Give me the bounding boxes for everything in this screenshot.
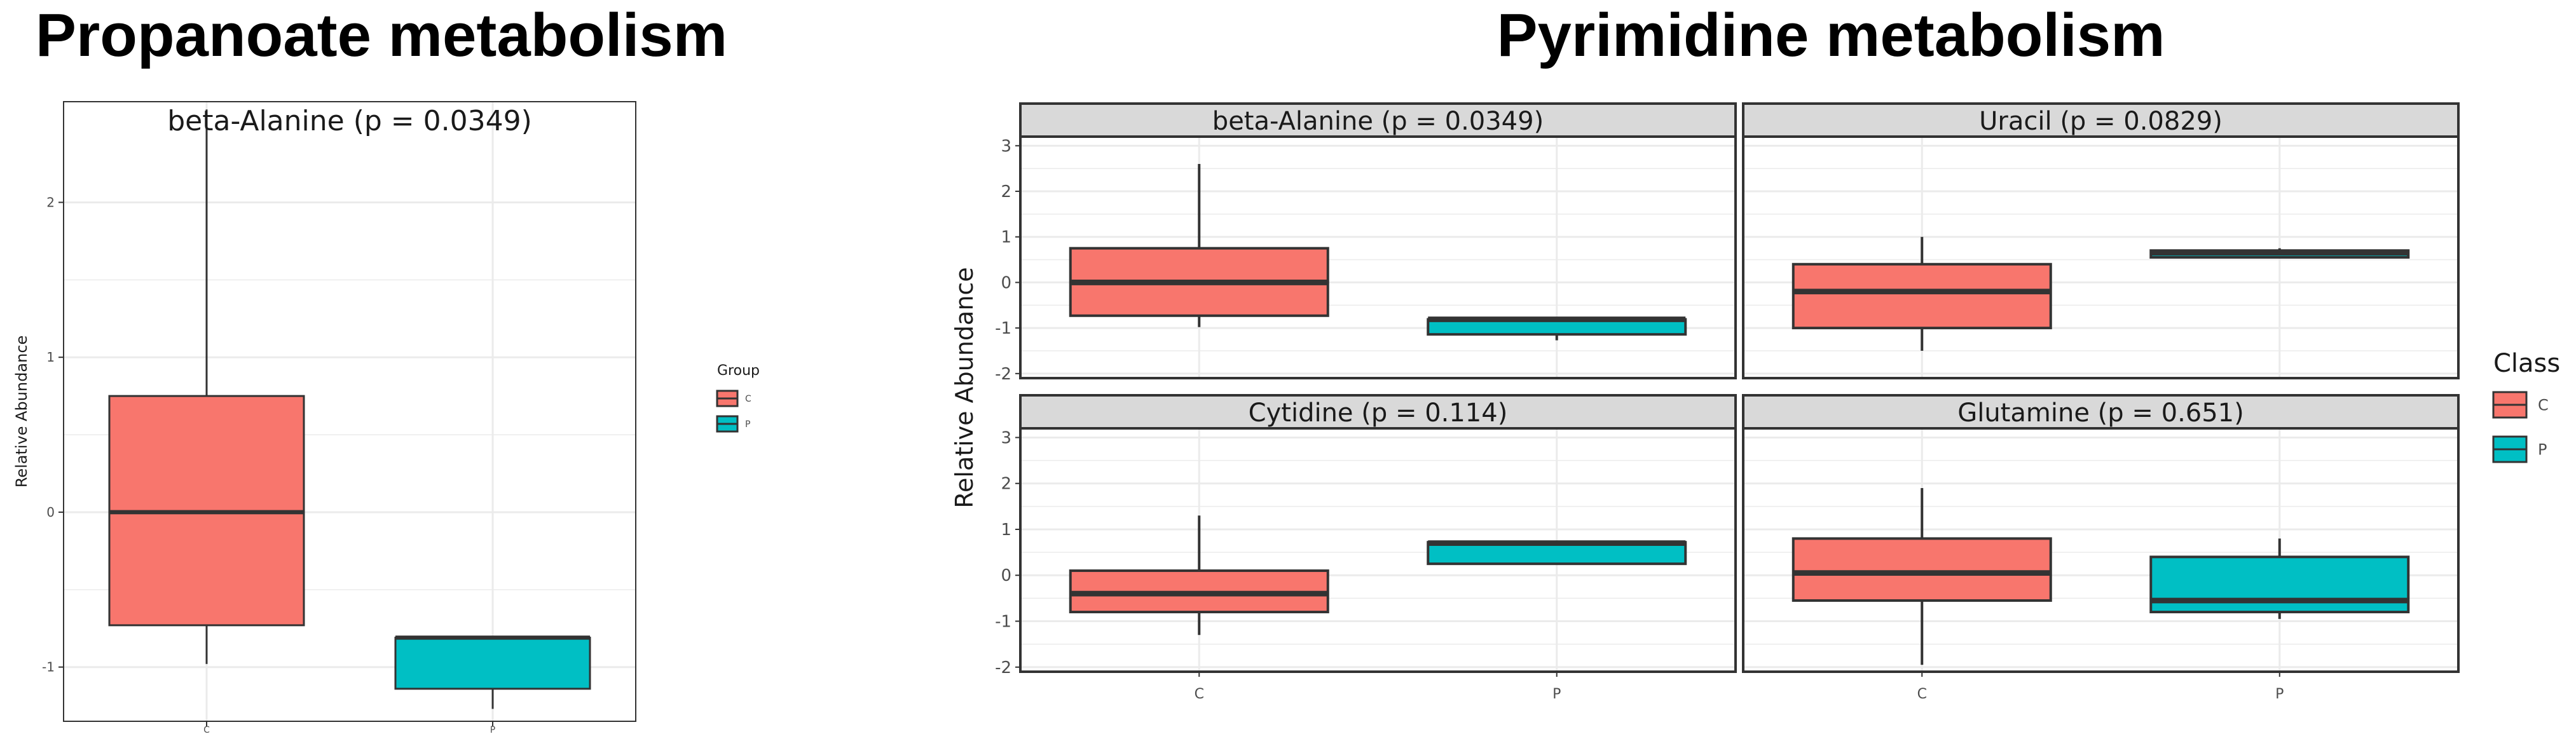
x-tick-label: C (203, 725, 210, 734)
facet-strip (1742, 394, 2460, 430)
panel-label: beta-Alanine (p = 0.0349) (167, 105, 532, 137)
y-tick-label: -1 (42, 660, 55, 675)
y-axis-title: Relative Abundance (950, 267, 978, 508)
x-tick-label: C (1195, 686, 1204, 702)
legend-label-C: C (745, 394, 751, 404)
box-C (1792, 537, 2052, 602)
y-tick-label: -1 (995, 613, 1011, 632)
pyrimidine-faceted-boxplot: beta-Alanine (p = 0.0349) -2 -1 0 1 2 3 Uracil … (950, 102, 2560, 702)
box-P (2149, 555, 2410, 614)
right-figure-title: Pyrimidine metabolism (1497, 1, 2165, 69)
facet-strip (1019, 102, 1737, 138)
y-tick-label: 2 (46, 194, 55, 210)
legend-title: Class (2493, 349, 2560, 378)
y-tick-label: 3 (1001, 137, 1011, 156)
y-tick-label: 1 (1001, 228, 1011, 247)
y-tick-label: 0 (46, 505, 55, 520)
y-tick-label: 3 (1001, 428, 1011, 447)
legend-label-C: C (2538, 396, 2549, 414)
facet-panel-3: Cytidine (p = 0.114) -2 -1 0 1 2 3 C P (995, 394, 1737, 702)
x-tick-label: P (490, 725, 495, 734)
facet-panel-2: Uracil (p = 0.0829) (1742, 102, 2460, 379)
panel-border (1019, 135, 1737, 379)
legend-label-P: P (2538, 440, 2547, 458)
y-tick-label: -1 (995, 319, 1011, 338)
panel-border (1742, 427, 2460, 673)
facet-strip-label: Glutamine (p = 0.651) (1957, 398, 2244, 428)
y-tick-label: 1 (1001, 520, 1011, 540)
x-tick-label: C (1917, 686, 1927, 702)
panel-border (63, 101, 636, 722)
facet-strip-label: Uracil (p = 0.0829) (1979, 107, 2223, 136)
x-tick-label: P (1552, 686, 1561, 702)
y-axis-title: Relative Abundance (13, 336, 31, 488)
y-tick-label: 0 (1001, 273, 1011, 292)
propanoate-boxplot: beta-Alanine (p = 0.0349) -1 0 1 2 C P Relative… (13, 101, 760, 734)
panel-border (1742, 135, 2460, 379)
y-tick-label: 0 (1001, 566, 1011, 585)
legend-label-P: P (745, 419, 750, 430)
legend-title: Group (717, 363, 760, 379)
y-tick-label: 2 (1001, 475, 1011, 494)
facet-panel-1: beta-Alanine (p = 0.0349) -2 -1 0 1 2 3 (995, 102, 1737, 384)
y-tick-label: 2 (1001, 182, 1011, 201)
facet-panel-4: Glutamine (p = 0.651) C P (1742, 394, 2460, 702)
y-tick-label: -2 (995, 365, 1011, 384)
facet-strip-label: Cytidine (p = 0.114) (1249, 398, 1508, 428)
y-tick-label: -2 (995, 658, 1011, 677)
box-C (1792, 262, 2052, 330)
left-figure-title: Propanoate metabolism (36, 1, 727, 69)
y-tick-label: 1 (46, 350, 55, 365)
box-P (394, 636, 591, 690)
facet-strip-label: beta-Alanine (p = 0.0349) (1212, 107, 1544, 136)
x-tick-label: P (2275, 686, 2284, 702)
panel-border (1019, 427, 1737, 673)
